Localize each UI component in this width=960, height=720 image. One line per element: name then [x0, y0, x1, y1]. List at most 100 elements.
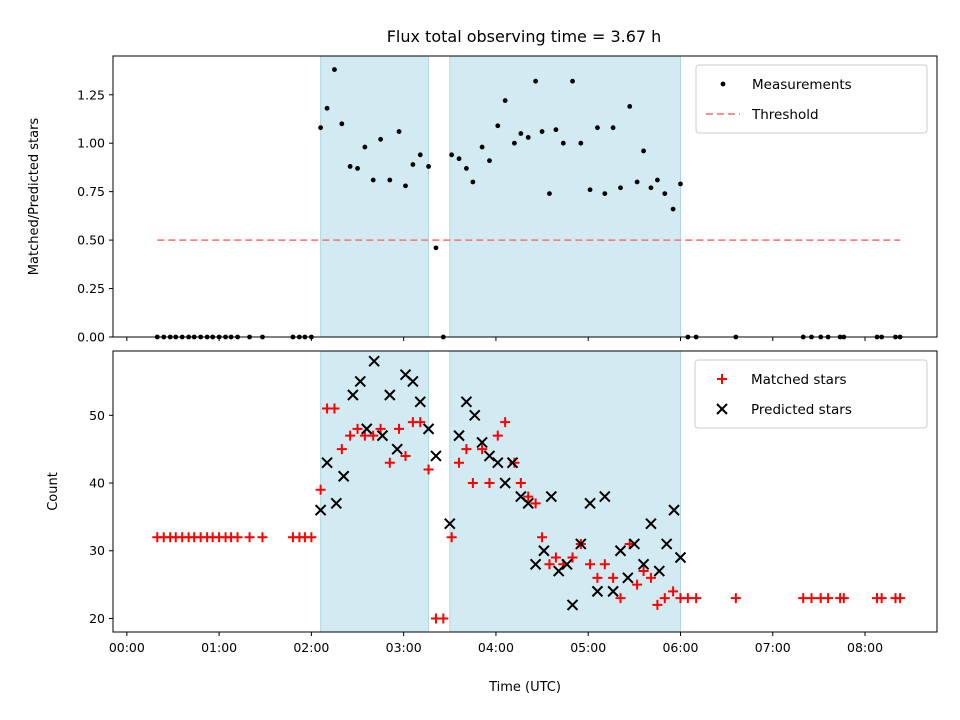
data-point — [492, 457, 504, 469]
data-point — [337, 470, 350, 482]
data-point — [511, 140, 517, 146]
data-point — [257, 532, 268, 543]
data-point — [355, 166, 360, 171]
data-point — [476, 436, 488, 449]
data-point — [544, 559, 555, 570]
legend-label: Predicted stars — [751, 402, 852, 418]
data-point — [430, 450, 442, 462]
data-point — [464, 166, 469, 171]
data-point — [332, 67, 337, 72]
data-point — [607, 585, 619, 598]
data-point — [592, 572, 603, 583]
y-tick-label: 0.50 — [77, 233, 105, 248]
data-point — [523, 491, 534, 502]
data-point — [484, 478, 495, 489]
data-point — [403, 183, 408, 189]
data-point — [400, 450, 411, 461]
data-point — [423, 464, 434, 475]
data-point — [622, 572, 634, 584]
data-point — [595, 125, 600, 131]
data-point — [479, 144, 485, 150]
data-point — [614, 545, 627, 557]
data-point — [638, 566, 649, 577]
data-point — [653, 565, 665, 577]
data-point — [370, 177, 376, 183]
data-point — [487, 158, 492, 164]
data-point — [500, 417, 511, 428]
data-point — [469, 409, 481, 422]
data-point — [347, 164, 353, 169]
legend-box — [694, 359, 928, 429]
x-tick-label: 01:00 — [201, 640, 237, 655]
data-point — [567, 552, 578, 563]
data-point — [324, 105, 330, 111]
data-point — [585, 559, 596, 570]
x-tick-label: 08:00 — [847, 640, 883, 655]
x-tick-label: 05:00 — [570, 640, 606, 655]
data-point — [426, 164, 431, 169]
x-tick-label: 03:00 — [386, 640, 422, 655]
data-point — [318, 125, 324, 131]
y-tick-label: 1.00 — [77, 136, 105, 151]
data-point — [329, 403, 340, 414]
data-point — [422, 423, 435, 435]
data-point — [456, 156, 462, 162]
data-point — [537, 532, 548, 543]
data-point — [599, 559, 610, 570]
legend-box — [695, 64, 928, 134]
data-point — [876, 593, 887, 604]
data-point — [492, 430, 503, 441]
data-point — [470, 179, 476, 185]
data-point — [314, 504, 327, 516]
top-panel: 0.00 0.25 0.50 0.75 1.00 1.25 Matched/Predicte… — [27, 55, 938, 345]
data-point — [410, 162, 416, 167]
data-point — [668, 586, 679, 597]
data-point — [648, 185, 654, 191]
data-point — [566, 599, 579, 611]
data-point — [315, 484, 326, 495]
data-point — [660, 538, 673, 550]
data-point — [552, 565, 565, 577]
data-point — [645, 517, 657, 530]
data-point — [306, 532, 317, 543]
data-point — [415, 417, 426, 428]
data-point — [662, 191, 668, 196]
data-point — [244, 532, 255, 543]
data-point — [352, 423, 363, 434]
data-point — [655, 177, 660, 183]
data-point — [561, 558, 573, 570]
data-point — [529, 558, 542, 570]
data-point — [678, 181, 683, 187]
axes-frame — [112, 350, 938, 633]
data-point — [460, 396, 473, 408]
data-point — [414, 396, 426, 408]
data-point — [515, 478, 526, 489]
data-point — [461, 444, 472, 455]
data-point — [375, 423, 386, 434]
data-point — [806, 593, 817, 604]
data-point — [550, 552, 561, 563]
legend-label: Measurements — [752, 77, 852, 93]
data-point — [232, 532, 243, 543]
data-point — [652, 599, 663, 610]
data-point — [477, 444, 488, 455]
y-tick-label: 50 — [89, 408, 105, 423]
data-point — [538, 545, 550, 557]
data-point — [627, 103, 633, 109]
data-point — [449, 152, 455, 158]
bottom-panel: 20 30 40 50 00:00 01:00 02:00 03:00 04:00 05:00 06… — [46, 350, 938, 695]
data-point — [454, 457, 465, 468]
data-point — [599, 490, 611, 503]
data-point — [330, 497, 343, 510]
data-point — [384, 389, 396, 401]
data-point — [632, 579, 643, 590]
data-point — [518, 131, 524, 136]
data-point — [659, 593, 670, 604]
data-point — [570, 78, 575, 84]
data-point — [575, 538, 587, 550]
data-point — [502, 98, 508, 103]
x-tick-label: 02:00 — [293, 640, 329, 655]
data-point — [384, 457, 395, 468]
legend: Matched stars Predicted stars — [694, 359, 928, 429]
